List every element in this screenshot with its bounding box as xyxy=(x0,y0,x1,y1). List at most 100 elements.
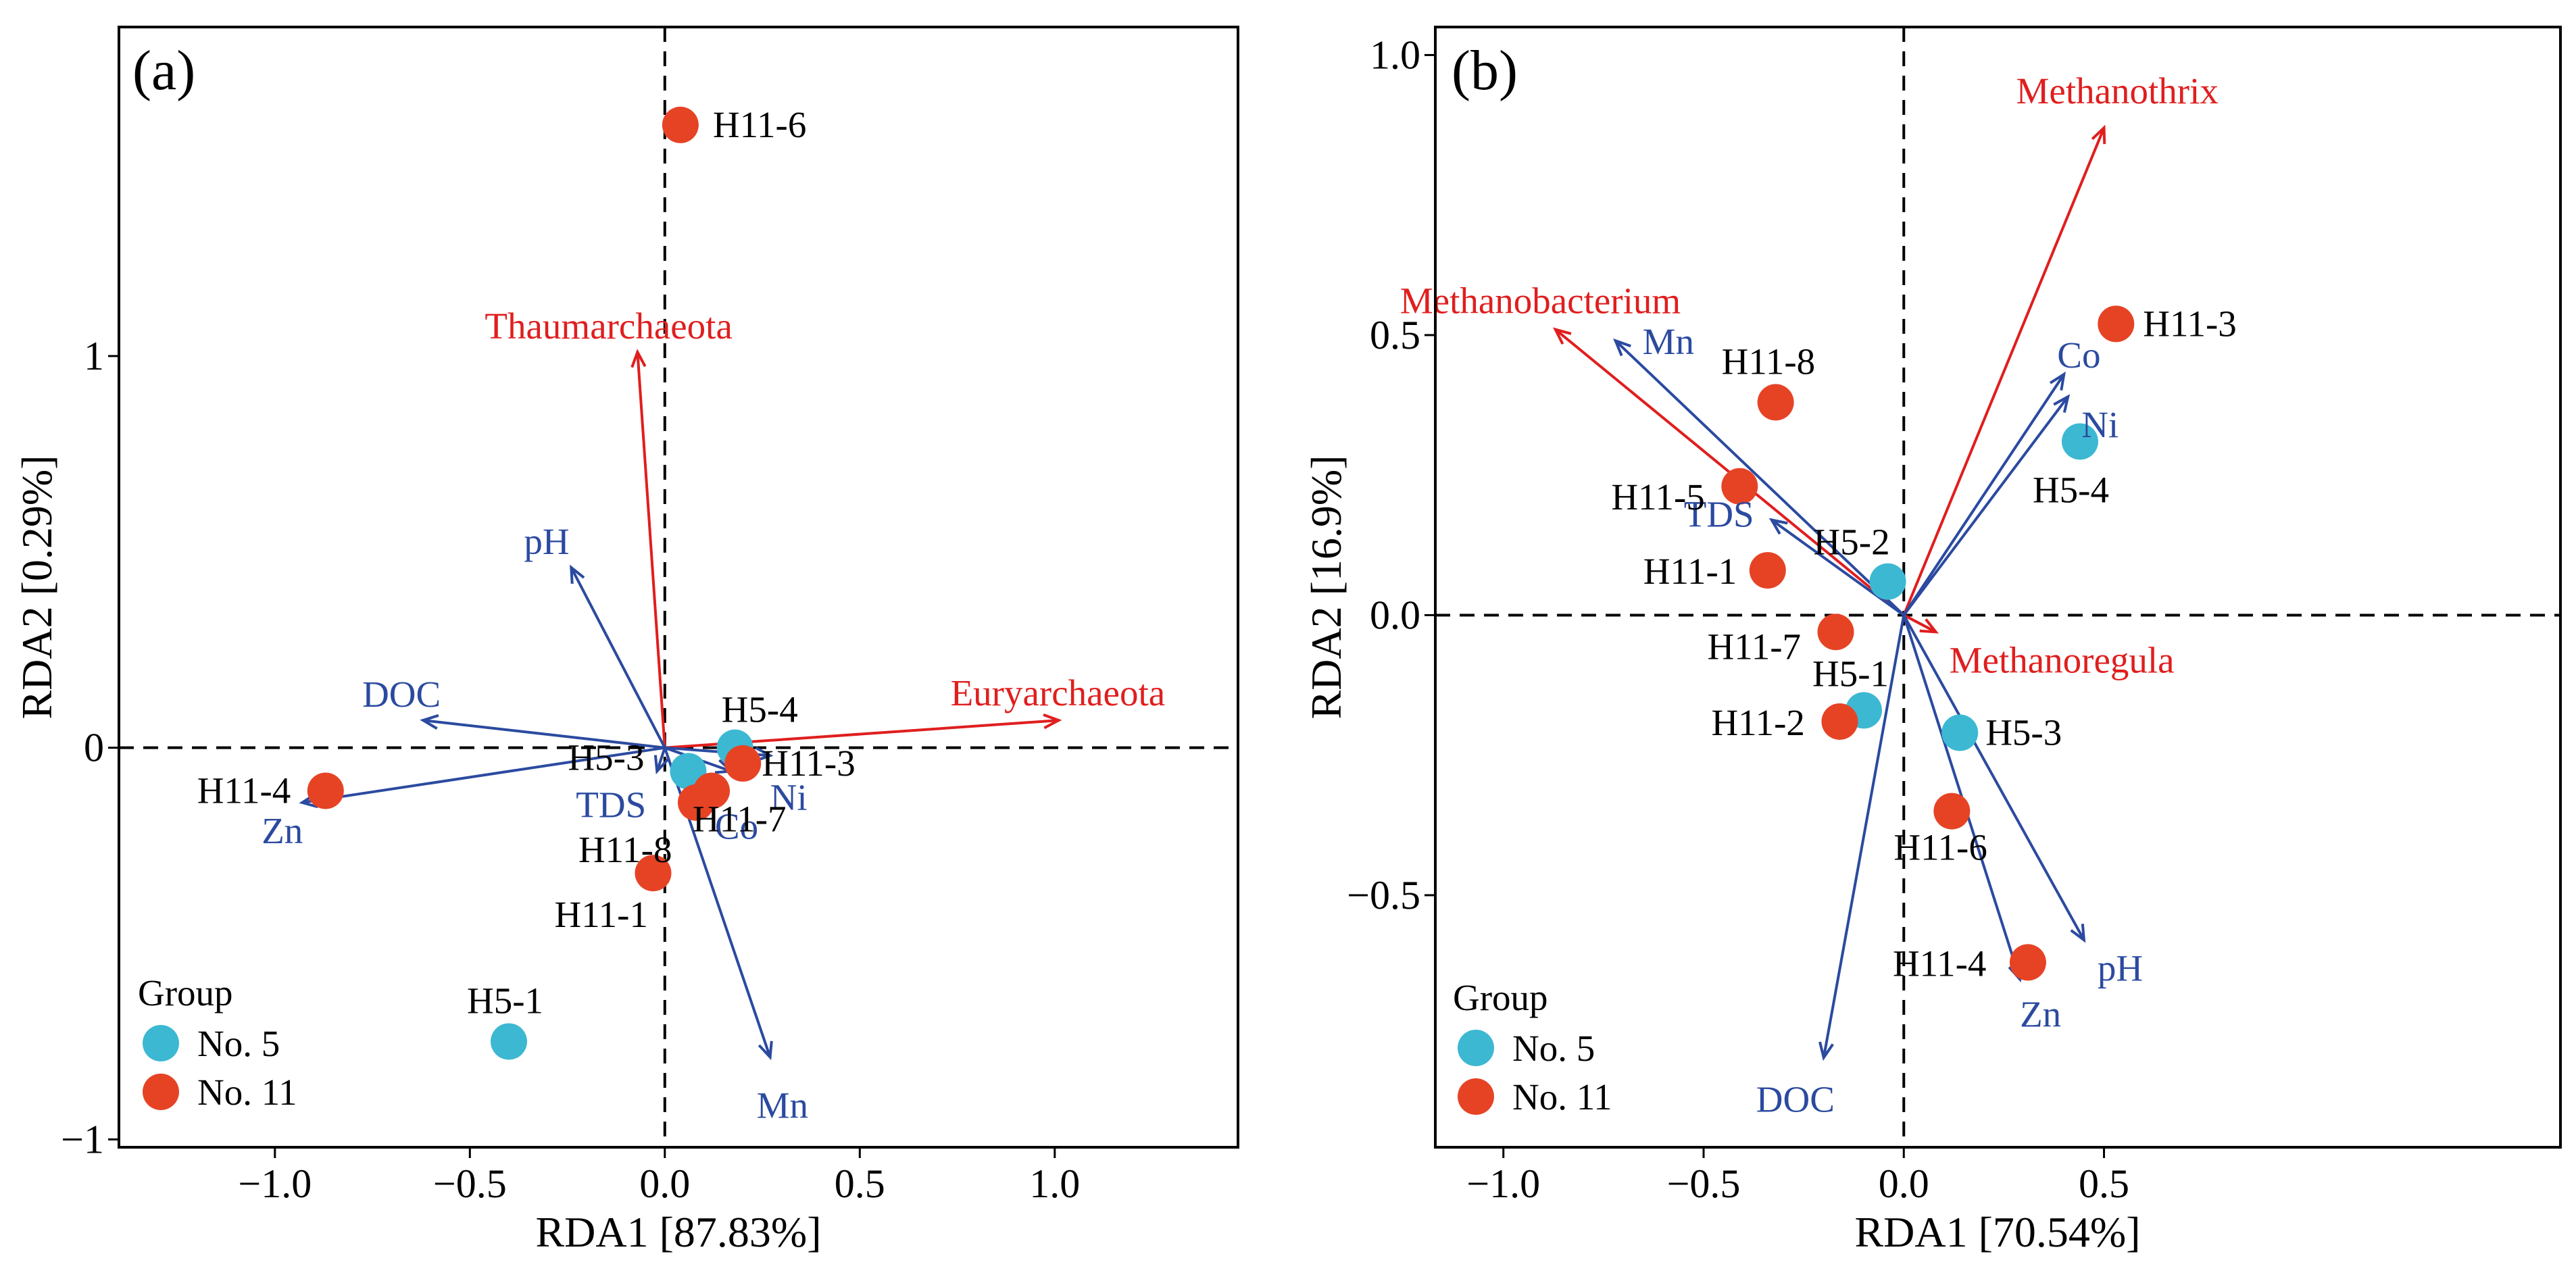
panel-b-x-axis-label: RDA1 [70.54%] xyxy=(1854,1208,2140,1256)
panel-a-point-label-h11-6: H11-6 xyxy=(713,104,807,145)
panel-b-x-tick-label-3: 0.5 xyxy=(2079,1161,2129,1206)
panel-b-point-label-h5-2: H5-2 xyxy=(1814,522,1890,563)
panel-b-env-label-tds: TDS xyxy=(1684,494,1754,535)
panel-a-point-h11-3 xyxy=(724,745,762,782)
panel-b-env-arrow-ni-head xyxy=(2053,394,2071,413)
panel-a-sample-points xyxy=(307,106,762,1060)
panel-b-point-h11-7 xyxy=(1817,613,1854,651)
panel-a-x-tick-label-1: −0.5 xyxy=(433,1161,507,1206)
panel-b-y-tick-label-3: 1.0 xyxy=(1370,32,1420,77)
panel-b-env-arrow-tds-shaft xyxy=(1770,518,1905,617)
panel-a-env-arrow-ph-head xyxy=(570,564,585,584)
panel-a-env-arrow-doc-shaft xyxy=(422,719,666,749)
panel-b-point-h11-8 xyxy=(1757,384,1794,421)
panel-b-env-label-ni: Ni xyxy=(2081,404,2119,445)
panel-a-point-label-h11-4: H11-4 xyxy=(197,770,291,811)
panel-b-point-h11-4 xyxy=(2009,944,2046,981)
panel-a-env-arrow-zn-shaft xyxy=(301,746,666,804)
panel-a-y-tick-label-0: −1 xyxy=(61,1117,104,1161)
panel-a-x-tick-label-3: 0.5 xyxy=(835,1161,885,1206)
panel-a-env-label-ni: Ni xyxy=(770,776,808,818)
panel-a-x-axis-label: RDA1 [87.83%] xyxy=(535,1208,821,1256)
panel-a-y-tick-label-1: 0 xyxy=(84,726,104,770)
panel-b-legend-swatch-no11 xyxy=(1458,1078,1494,1115)
panel-b-point-h5-3 xyxy=(1941,714,1979,751)
panel-b-point-label-h5-4: H5-4 xyxy=(2033,469,2109,510)
panel-b-point-label-h11-4: H11-4 xyxy=(1893,943,1987,984)
panel-a-point-h5-1 xyxy=(491,1023,528,1060)
panel-a-species-label-euryarchaeota: Euryarchaeota xyxy=(951,672,1166,713)
panel-a-y-axis-label: RDA2 [0.29%] xyxy=(13,455,61,719)
panel-a-env-arrow-tds-shaft xyxy=(655,747,666,772)
panel-b-point-label-h11-8: H11-8 xyxy=(1722,341,1816,382)
panel-b-point-h5-2 xyxy=(1869,563,1906,600)
panel-b-y-ticks: −0.5 0.0 0.5 1.0 xyxy=(1347,32,1435,918)
panel-b-x-tick-label-0: −1.0 xyxy=(1466,1161,1540,1206)
panel-b-point-label-h11-3: H11-3 xyxy=(2143,303,2237,344)
panel-a-x-tick-label-2: 0.0 xyxy=(639,1161,690,1206)
panel-a-point-label-h11-3: H11-3 xyxy=(762,743,856,784)
panel-b-species-arrow-methanobacterium-head xyxy=(1552,327,1572,345)
panel-b-sample-points xyxy=(1721,305,2135,981)
panel-b-point-label-h11-1: H11-1 xyxy=(1643,551,1737,592)
panel-b-labels: Methanothrix Methanobacterium Methanoregul… xyxy=(1400,70,2237,1120)
panel-b-point-h5-4 xyxy=(2061,423,2098,460)
panel-b-env-label-ph: pH xyxy=(2098,947,2143,988)
panel-a-species-arrow-thaumarchaeota-head xyxy=(630,349,647,368)
panel-a-tag: (a) xyxy=(132,39,195,102)
panel-b-env-arrow-co-head xyxy=(2049,371,2066,391)
panel-a-point-label-h11-1: H11-1 xyxy=(554,894,648,935)
panel-a-point-label-h5-4: H5-4 xyxy=(722,689,798,730)
panel-b-species-arrow-methanothrix-head xyxy=(2091,124,2106,145)
panel-b-env-arrow-ph-head xyxy=(2070,924,2086,943)
panel-a: Thaumarchaeota Euryarchaeota pH DOC Zn TDS Co N… xyxy=(13,26,1239,1256)
panel-b-y-tick-label-1: 0.0 xyxy=(1370,593,1420,637)
panel-b-point-label-h11-5: H11-5 xyxy=(1611,476,1705,518)
panel-a-legend-label-no5: No. 5 xyxy=(197,1023,280,1064)
panel-b-point-h11-1 xyxy=(1749,552,1786,589)
panel-a-zero-lines xyxy=(119,27,1238,1147)
panel-a-env-label-co: Co xyxy=(715,805,758,847)
panel-a-legend-swatch-no5 xyxy=(143,1025,179,1061)
panel-a-species-arrow-thaumarchaeota-shaft xyxy=(636,352,666,748)
panel-b-tag: (b) xyxy=(1452,39,1518,102)
panel-b-env-label-mn: Mn xyxy=(1643,321,1694,362)
panel-a-env-arrow-tds-head xyxy=(653,755,669,775)
panel-b-env-label-co: Co xyxy=(2057,334,2100,376)
panel-b-point-label-h11-6: H11-6 xyxy=(1893,827,1987,868)
panel-a-point-label-h5-3: H5-3 xyxy=(568,736,644,778)
panel-a-env-arrow-mn-head xyxy=(758,1040,773,1061)
panel-b-env-arrow-doc-head xyxy=(1818,1041,1834,1061)
panel-a-plot-frame xyxy=(118,26,1239,1149)
panel-a-x-tick-label-4: 1.0 xyxy=(1029,1161,1080,1206)
panel-b-point-h11-5 xyxy=(1721,468,1758,505)
panel-b-point-label-h11-7: H11-7 xyxy=(1708,626,1802,667)
panel-b-point-h11-3 xyxy=(2098,305,2135,343)
panel-b-species-arrow-methanoregula-shaft xyxy=(1903,613,1937,634)
panel-a-legend-swatch-no11 xyxy=(143,1074,179,1110)
panel-a-x-ticks: −1.0 −0.5 0.0 0.5 1.0 xyxy=(238,1147,1080,1206)
panel-b-env-arrow-doc-shaft xyxy=(1822,615,1906,1058)
panel-b-species-label-methanothrix: Methanothrix xyxy=(2016,70,2219,111)
panel-b: Methanothrix Methanobacterium Methanoregul… xyxy=(1302,26,2562,1256)
panel-b-legend-title: Group xyxy=(1453,977,1548,1018)
panel-b-env-label-zn: Zn xyxy=(2020,993,2061,1034)
panel-a-point-label-h5-1: H5-1 xyxy=(467,980,543,1021)
panel-b-env-arrow-co-shaft xyxy=(1902,373,2065,616)
panel-a-env-label-mn: Mn xyxy=(757,1085,808,1126)
panel-b-point-h11-2 xyxy=(1821,703,1858,740)
panel-a-env-arrow-ph-shaft xyxy=(570,567,666,749)
panel-a-species-label-thaumarchaeota: Thaumarchaeota xyxy=(485,305,732,347)
panel-a-env-label-doc: DOC xyxy=(362,674,441,715)
panel-a-env-label-tds: TDS xyxy=(576,784,646,825)
panel-a-y-tick-label-2: 1 xyxy=(84,334,104,378)
panel-b-point-label-h5-1: H5-1 xyxy=(1812,653,1889,694)
panel-a-species-arrow-euryarchaeota-head xyxy=(1043,713,1062,730)
panel-b-x-tick-label-1: −0.5 xyxy=(1667,1161,1741,1206)
panel-a-x-tick-label-0: −1.0 xyxy=(238,1161,312,1206)
panel-b-env-arrow-ph-shaft xyxy=(1902,614,2085,941)
panel-b-y-tick-label-2: 0.5 xyxy=(1370,313,1420,357)
panel-a-labels: Thaumarchaeota Euryarchaeota pH DOC Zn TDS Co N… xyxy=(197,104,1165,1126)
panel-b-y-axis-label: RDA2 [16.9%] xyxy=(1302,455,1350,719)
panel-a-env-label-zn: Zn xyxy=(262,810,303,851)
